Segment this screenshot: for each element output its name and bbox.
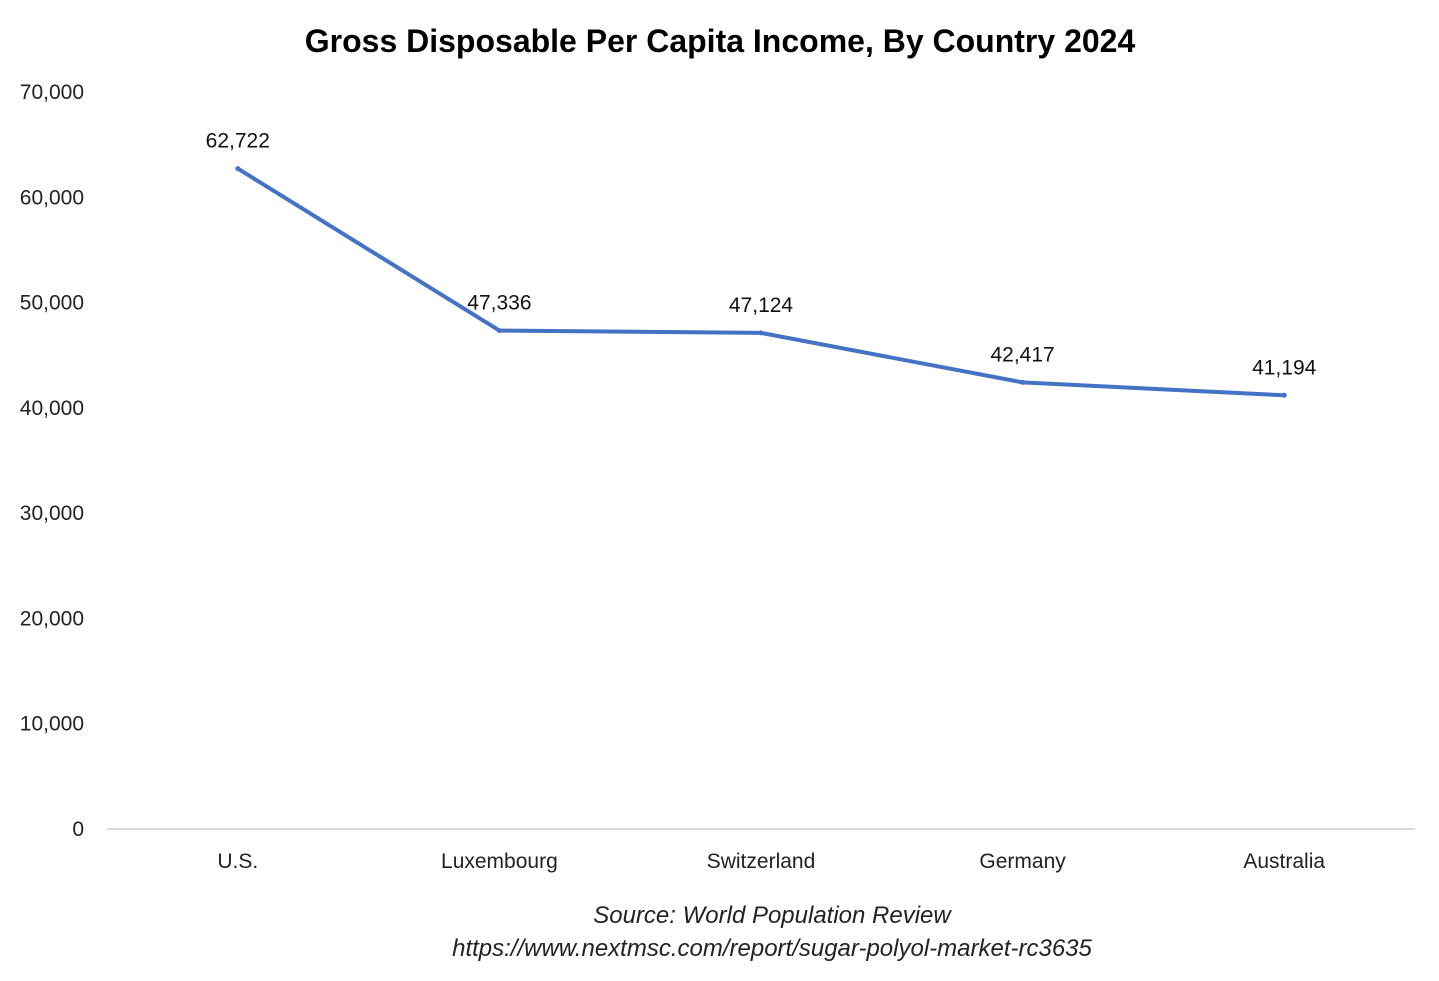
source-text: Source: World Population Review <box>593 902 952 929</box>
y-tick-label: 30,000 <box>20 502 84 525</box>
y-tick-label: 10,000 <box>20 713 84 736</box>
source-url: https://www.nextmsc.com/report/sugar-pol… <box>452 935 1092 962</box>
chart-title: Gross Disposable Per Capita Income, By C… <box>305 23 1136 59</box>
data-point <box>758 330 764 336</box>
data-point <box>235 166 241 172</box>
y-tick-label: 20,000 <box>20 607 84 630</box>
data-label: 47,124 <box>729 294 794 317</box>
y-tick-label: 70,000 <box>20 81 84 104</box>
data-label: 42,417 <box>990 343 1054 366</box>
x-tick-label: Switzerland <box>707 850 816 873</box>
series-layer <box>235 166 1287 398</box>
data-point <box>496 328 502 334</box>
x-tick-label: Australia <box>1243 850 1325 873</box>
data-label: 62,722 <box>206 130 270 153</box>
data-point <box>1020 379 1026 385</box>
data-point <box>1281 392 1287 398</box>
x-tick-label: Germany <box>979 850 1066 873</box>
data-label: 41,194 <box>1252 356 1317 379</box>
x-tick-label: Luxembourg <box>441 850 558 873</box>
y-tick-label: 0 <box>72 818 84 841</box>
x-tick-label: U.S. <box>217 850 258 873</box>
y-tick-label: 50,000 <box>20 292 84 315</box>
y-axis-tick-labels: 0 10,000 20,000 30,000 40,000 50,000 60,000 70,… <box>20 81 84 841</box>
series-line <box>235 166 1287 398</box>
data-labels: 62,722 47,336 47,124 42,417 41,194 <box>206 130 1317 380</box>
x-axis-tick-labels: U.S. Luxembourg Switzerland Germany Australi… <box>217 850 1325 873</box>
y-tick-label: 60,000 <box>20 186 84 209</box>
y-tick-label: 40,000 <box>20 397 84 420</box>
data-label: 47,336 <box>467 292 531 315</box>
